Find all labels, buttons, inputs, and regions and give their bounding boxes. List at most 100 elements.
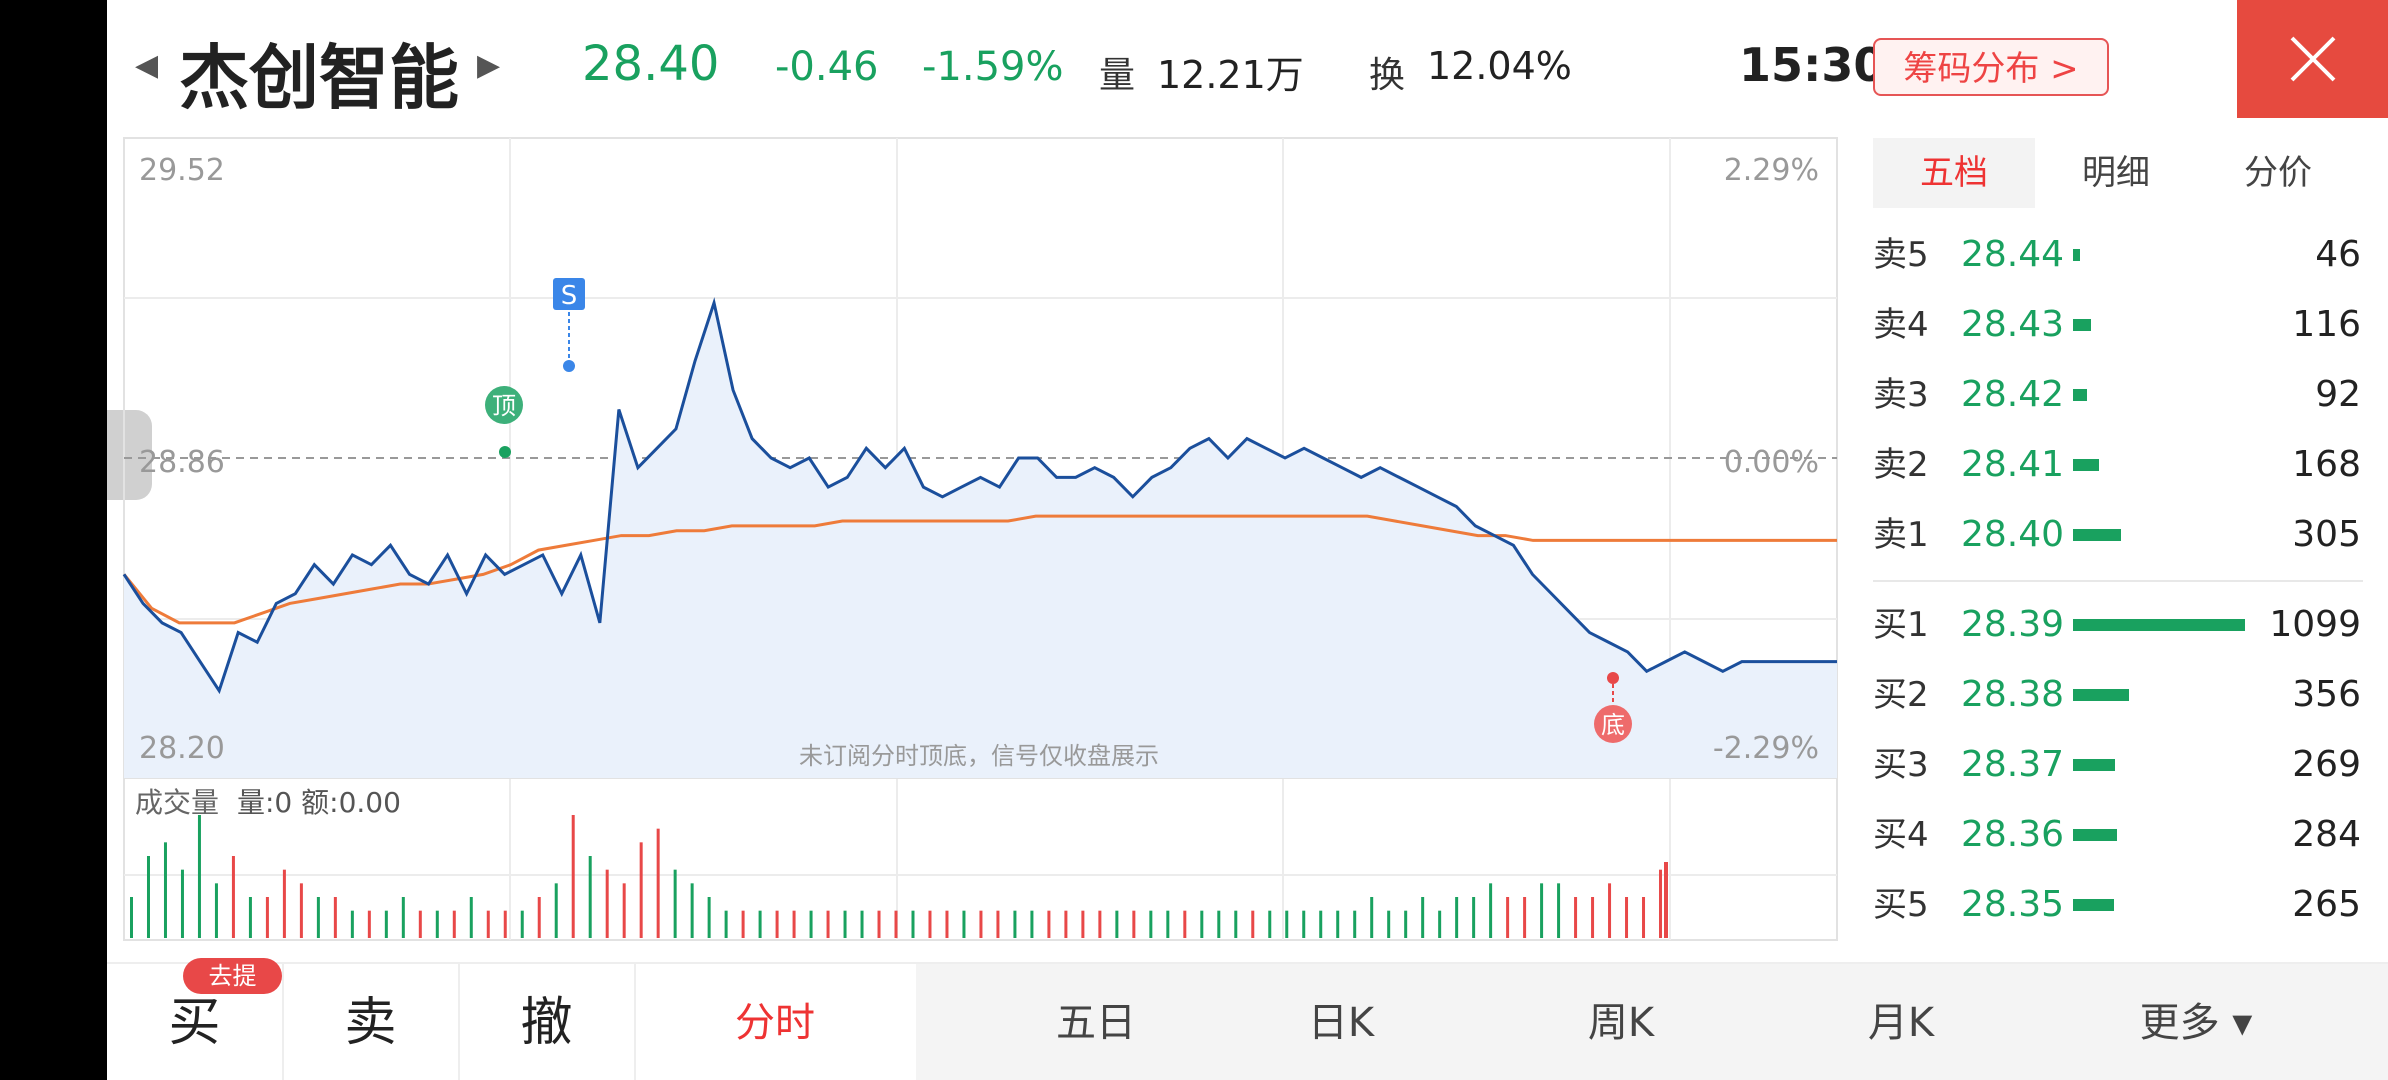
order-level-row[interactable]: 买1 28.39 1099 xyxy=(1873,595,2363,655)
stock-name: 杰创智能 xyxy=(179,37,459,119)
volume-bar xyxy=(1574,897,1578,938)
price-high-label: 29.52 xyxy=(139,153,225,188)
volume-bar xyxy=(1251,910,1255,938)
order-level-row[interactable]: 买5 28.35 265 xyxy=(1873,875,2363,935)
more-menu[interactable]: 更多 ▾ xyxy=(2139,1000,2253,1046)
chip-distribution-button[interactable]: 筹码分布 > xyxy=(1873,38,2109,96)
volume-bar xyxy=(1608,883,1612,938)
level-price: 28.39 xyxy=(1961,604,2065,645)
tab-intraday[interactable]: 分时 xyxy=(735,1000,815,1046)
volume-bar xyxy=(1132,910,1136,938)
volume-bar xyxy=(1625,897,1629,938)
volume-bar xyxy=(639,842,643,938)
volume-bar xyxy=(656,828,660,938)
volume-bar xyxy=(163,842,167,938)
level-volume: 46 xyxy=(2315,234,2361,275)
side-drawer-handle[interactable] xyxy=(107,410,152,500)
close-button[interactable] xyxy=(2237,0,2388,118)
volume-bar xyxy=(1030,910,1034,938)
level-volume-bar xyxy=(2073,319,2091,331)
volume-bar xyxy=(1081,910,1085,938)
level-volume-bar xyxy=(2073,689,2129,701)
cancel-order-button[interactable]: 撤 xyxy=(459,964,636,1080)
speed-up-badge[interactable]: 去提速 xyxy=(183,958,282,1026)
sell-signal-marker[interactable]: S xyxy=(553,278,585,372)
tab-monthly-k[interactable]: 月K xyxy=(1867,1000,1935,1046)
volume-bar xyxy=(962,910,966,938)
level-volume: 1099 xyxy=(2269,604,2361,645)
price-low-label: 28.20 xyxy=(139,731,225,766)
volume-bar xyxy=(130,897,133,938)
top-signal-marker[interactable]: 顶 xyxy=(485,386,523,458)
prev-stock-icon[interactable]: ◀ xyxy=(135,48,159,83)
sell-button[interactable]: 卖 xyxy=(283,964,460,1080)
volume-bar xyxy=(1664,862,1668,938)
level-price: 28.37 xyxy=(1961,744,2065,785)
volume-bar xyxy=(996,910,1000,938)
volume-bar xyxy=(758,910,762,938)
intraday-chart[interactable]: 29.52 28.86 28.20 2.29% 0.00% -2.29% 未订阅… xyxy=(107,0,1847,960)
stock-app: ◀ 杰创智能 ▶ 28.40 -0.46 -1.59% 量 12.21万 换 1… xyxy=(107,0,2388,1080)
volume-bar xyxy=(690,883,694,938)
volume-bar xyxy=(503,910,507,938)
price-series xyxy=(122,297,1837,695)
order-level-row[interactable]: 卖5 28.44 46 xyxy=(1873,225,2363,285)
buy-label: 买 xyxy=(168,993,221,1053)
volume-bar xyxy=(452,910,456,938)
stock-header: ◀ 杰创智能 ▶ 28.40 -0.46 -1.59% 量 12.21万 换 1… xyxy=(107,0,2388,138)
volume-bar xyxy=(418,910,422,938)
level-volume: 265 xyxy=(2292,884,2361,925)
volume-bar xyxy=(435,910,439,938)
tab-five-day[interactable]: 五日 xyxy=(1056,1000,1136,1046)
volume-bar xyxy=(1472,897,1476,938)
volume-title: 成交量 xyxy=(135,786,219,819)
current-price: 28.40 xyxy=(582,36,720,92)
volume-bar xyxy=(571,815,575,938)
level-volume-bar xyxy=(2073,249,2080,261)
price-line xyxy=(122,297,1837,695)
volume-bar xyxy=(843,910,847,938)
volume-bar xyxy=(707,897,711,938)
volume-bar xyxy=(1489,883,1493,938)
order-level-row[interactable]: 卖3 28.42 92 xyxy=(1873,365,2363,425)
volume-bar xyxy=(469,897,473,938)
order-level-row[interactable]: 卖1 28.40 305 xyxy=(1873,505,2363,565)
volume-bar xyxy=(1591,897,1595,938)
volume-bar xyxy=(197,815,201,938)
buy-button[interactable]: 买 去提速 xyxy=(107,958,284,1080)
level-volume-bar xyxy=(2073,829,2117,841)
order-level-row[interactable]: 卖4 28.43 116 xyxy=(1873,295,2363,355)
order-level-row[interactable]: 买3 28.37 269 xyxy=(1873,735,2363,795)
tab-five-levels[interactable]: 五档 xyxy=(1873,138,2035,208)
level-volume-bar xyxy=(2073,759,2115,771)
volume-bar xyxy=(1319,910,1323,938)
volume-bar xyxy=(1302,910,1306,938)
volume-bar xyxy=(146,856,150,938)
level-volume-bar xyxy=(2073,899,2114,911)
pct-low-label: -2.29% xyxy=(1713,731,1819,766)
order-level-row[interactable]: 卖2 28.41 168 xyxy=(1873,435,2363,495)
volume-bar xyxy=(1455,897,1459,938)
volume-bar xyxy=(299,883,303,938)
volume-bar xyxy=(1064,910,1068,938)
volume-bar xyxy=(1353,910,1357,938)
order-level-row[interactable]: 买4 28.36 284 xyxy=(1873,805,2363,865)
tab-price-distribution[interactable]: 分价 xyxy=(2244,153,2312,193)
next-stock-icon[interactable]: ▶ xyxy=(477,48,501,83)
order-level-row[interactable]: 买2 28.38 356 xyxy=(1873,665,2363,725)
volume-label: 量 xyxy=(1099,55,1136,96)
market-time: 15:30 xyxy=(1739,38,1886,92)
price-change: -0.46 xyxy=(775,44,879,90)
volume-bar xyxy=(622,883,626,938)
level-volume: 284 xyxy=(2292,814,2361,855)
tab-details[interactable]: 明细 xyxy=(2082,153,2150,193)
tab-weekly-k[interactable]: 周K xyxy=(1587,1000,1655,1046)
level-volume-bar xyxy=(2073,529,2121,541)
volume-bar xyxy=(1370,897,1374,938)
volume-bars xyxy=(130,815,1668,938)
volume-bar xyxy=(724,910,728,938)
tab-daily-k[interactable]: 日K xyxy=(1307,1000,1375,1046)
volume-bar xyxy=(928,910,932,938)
volume-bar xyxy=(520,910,524,938)
bottom-signal-marker[interactable]: 底 xyxy=(1594,672,1632,743)
